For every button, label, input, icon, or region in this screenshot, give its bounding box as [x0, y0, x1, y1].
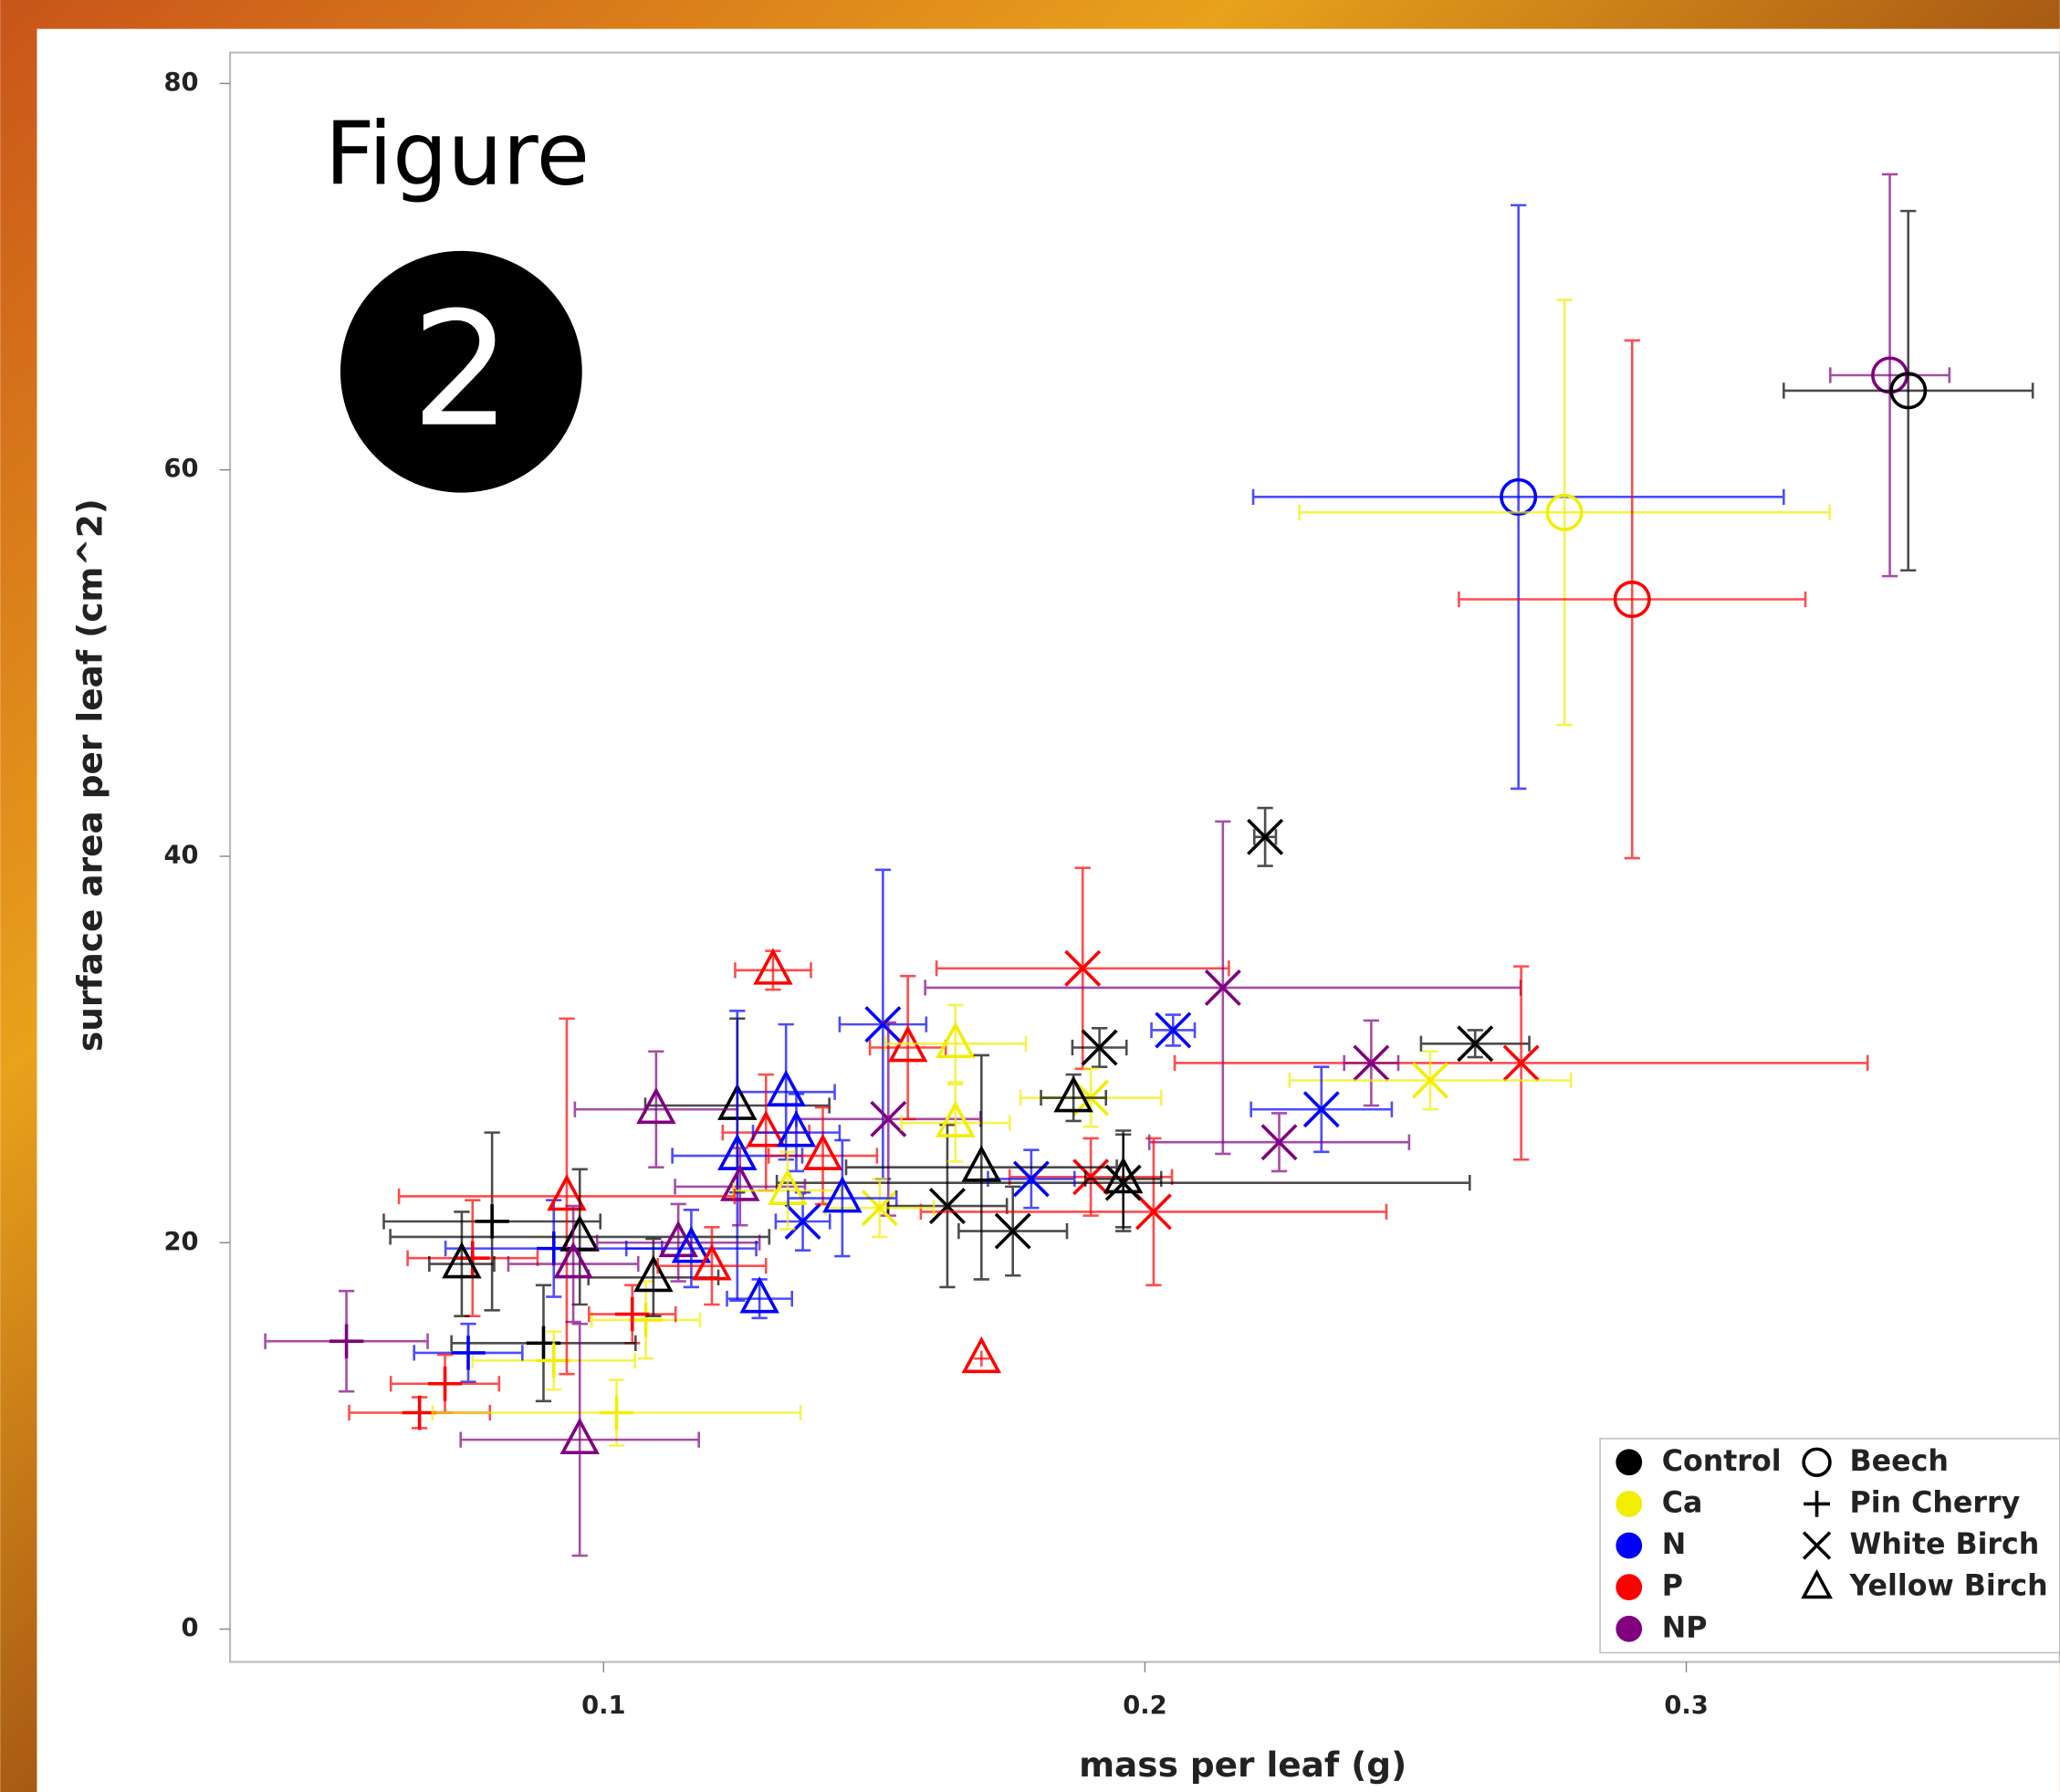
legend-label: P [1662, 1570, 1683, 1603]
x-axis-label: mass per leaf (g) [1079, 1745, 1406, 1785]
legend-swatch [1616, 1616, 1642, 1642]
y-tick-label: 40 [163, 841, 198, 869]
legend-label: Ca [1662, 1486, 1703, 1519]
y-tick-label: 20 [163, 1228, 198, 1256]
page: {"chart_data": { "type": "scatter", "ann… [0, 0, 2060, 1792]
x-tick-label: 0.1 [581, 1692, 625, 1720]
y-tick-label: 0 [182, 1614, 199, 1642]
legend-label: NP [1662, 1611, 1708, 1644]
legend-label: N [1662, 1528, 1687, 1561]
legend-swatch [1616, 1533, 1642, 1559]
y-axis-label: surface area per leaf (cm^2) [69, 498, 110, 1052]
legend-label: White Birch [1850, 1528, 2040, 1561]
legend-swatch [1616, 1491, 1642, 1517]
y-tick-label: 80 [163, 68, 198, 97]
x-tick-label: 0.2 [1123, 1692, 1166, 1720]
legend-label: Beech [1850, 1445, 1949, 1478]
legend-swatch [1616, 1574, 1642, 1600]
annotation: 2 [411, 278, 511, 462]
legend-label: Control [1662, 1445, 1782, 1478]
legend-swatch [1616, 1449, 1642, 1475]
annotation: Figure [325, 104, 590, 204]
legend-label: Pin Cherry [1850, 1486, 2021, 1519]
y-tick-label: 60 [163, 455, 198, 483]
legend-label: Yellow Birch [1849, 1570, 2048, 1603]
x-tick-label: 0.3 [1664, 1692, 1708, 1720]
chart: Figure 2 mass per leaf (g) surface area … [0, 0, 2060, 1792]
